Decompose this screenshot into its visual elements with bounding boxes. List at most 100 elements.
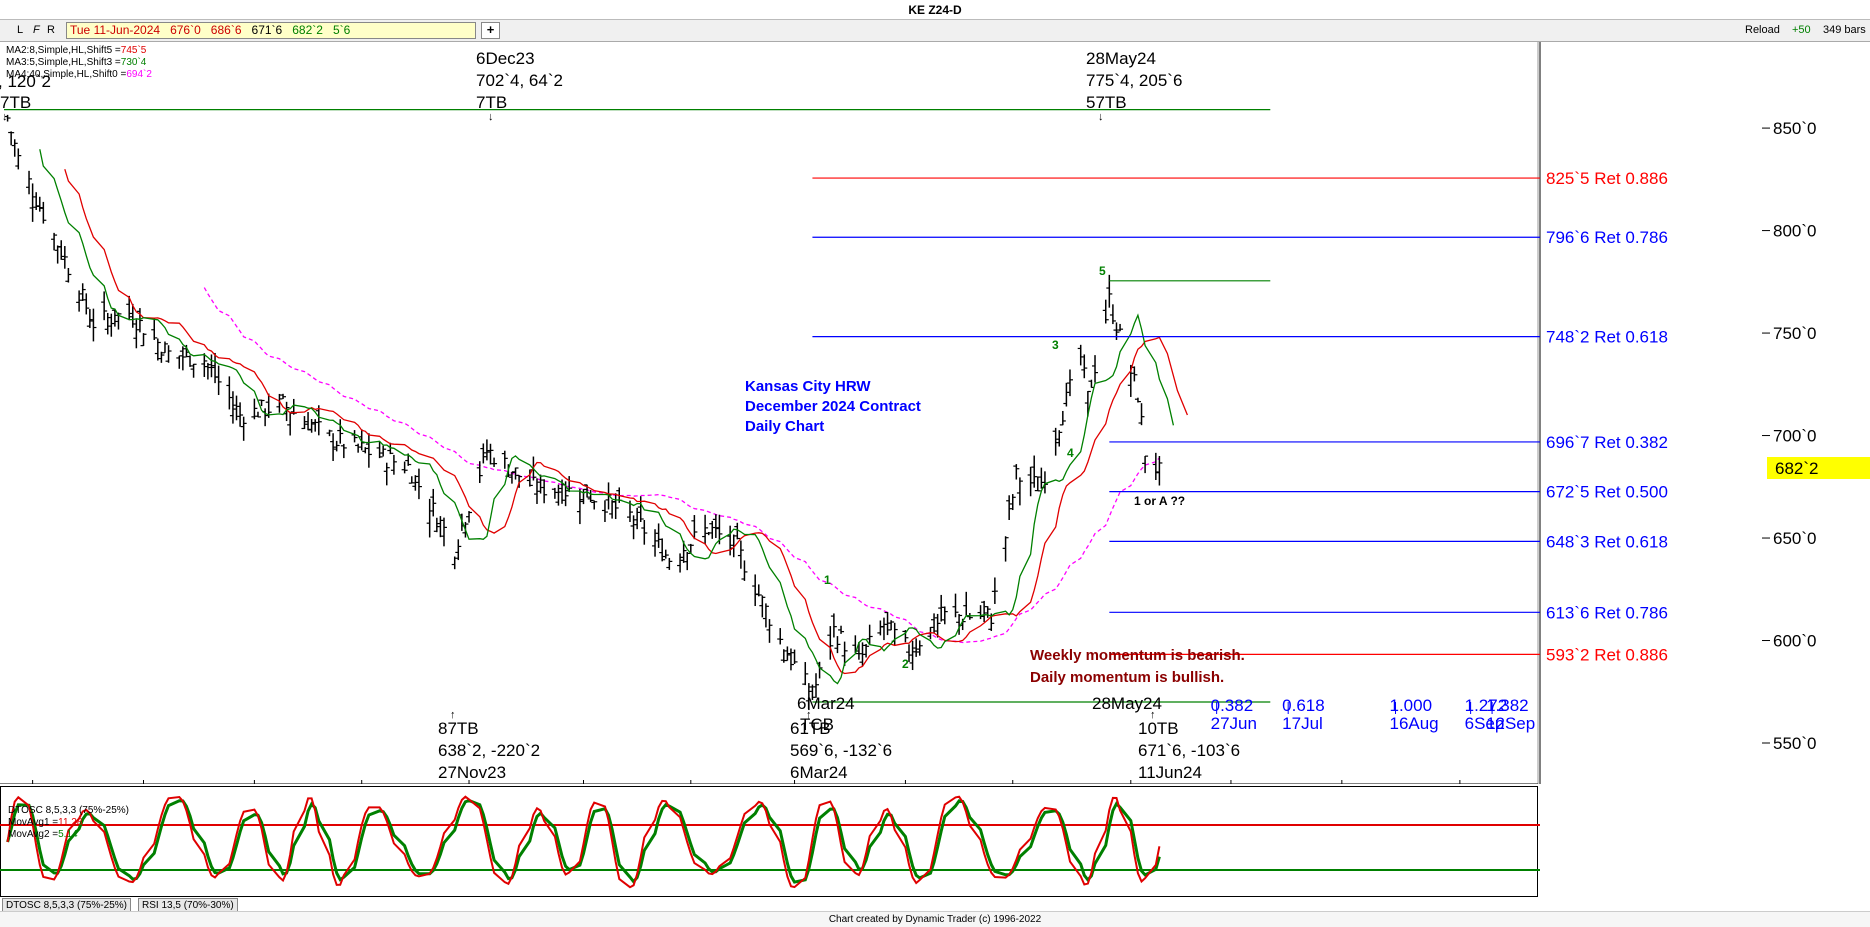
osc-title: DTOSC 8,5,3,3 (75%-25%) (8, 805, 129, 816)
wave-label-1: 1 (824, 573, 831, 587)
ohlc-bar (591, 500, 598, 510)
ohlc-bar (1031, 455, 1038, 488)
ohlc-bar (476, 461, 483, 484)
footer-credit: Chart created by Dynamic Trader (c) 1996… (0, 911, 1870, 927)
toolbar-button-r[interactable]: R (47, 24, 55, 36)
ohlc-bar (762, 603, 769, 628)
ohlc-bar (541, 479, 548, 504)
ohlc-bar (54, 245, 61, 264)
time-projection-ratio: 1.382 (1486, 696, 1529, 715)
ohlc-bar (537, 474, 544, 494)
jun-low-date: 11Jun24 (1138, 763, 1202, 782)
ohlc-bar (126, 295, 133, 321)
ohlc-bar (265, 393, 272, 418)
ohlc-bar (280, 393, 287, 400)
ohlc-bar (380, 445, 387, 457)
ma5-line-path (39, 149, 1175, 685)
ohlc-bar (15, 148, 22, 170)
ohlc-bar (655, 523, 662, 548)
ohlc-bar (834, 636, 841, 654)
movavg1-value: 11.28 (58, 817, 83, 828)
ohlc-bar (76, 290, 83, 312)
ohlc-bar (101, 291, 108, 321)
ma5-line (39, 149, 1175, 685)
ohlc-bar (487, 443, 494, 465)
ohlc-bar (963, 591, 970, 617)
ohlc-bar (852, 635, 859, 653)
wave-label-2: 2 (902, 657, 909, 671)
osc-movavg2 (6, 798, 1161, 884)
ohlc-bar (36, 196, 43, 212)
ohlc-bar (433, 517, 440, 533)
movavg2-value: 5.14 (58, 829, 78, 840)
ohlc-bar (176, 355, 183, 369)
ohlc-bar (601, 500, 608, 522)
y-tick-label: 850`0 (1773, 119, 1816, 138)
dec-high-date: 6Dec23 (476, 49, 535, 68)
ohlc-bar (1013, 464, 1020, 480)
ohlc-bar (1138, 403, 1145, 426)
add-button[interactable]: + (481, 22, 500, 39)
toolbar-button-l[interactable]: L (17, 24, 24, 36)
ohlc-bar (1034, 476, 1041, 492)
ohlc-bar (111, 309, 118, 327)
ohlc-bar (466, 511, 473, 523)
retracement-label: 796`6 Ret 0.786 (1546, 228, 1668, 247)
time-projection-ratio: 1.000 (1389, 696, 1432, 715)
mar-low-arrow: ↑ (806, 709, 812, 721)
ohlc-bar (365, 433, 372, 468)
wave-label-3: 3 (1052, 338, 1059, 352)
ohlc-bar (362, 447, 369, 454)
ohlc-bar (8, 131, 15, 146)
ohlc-bar (240, 416, 247, 441)
ohlc-bar (190, 363, 197, 378)
ohlc-bar (258, 399, 265, 407)
ohlc-bar (605, 482, 612, 510)
ohlc-bar (1092, 355, 1099, 383)
momentum-annotation: Weekly momentum is bearish. Daily moment… (1030, 647, 1245, 686)
ohlc-bar (909, 640, 916, 671)
ohlc-bar (809, 684, 816, 700)
annotation-line-2: December 2024 Contract (745, 398, 921, 415)
ohlc-bar (609, 500, 616, 519)
wave-note: 1 or A ?? (1134, 494, 1185, 508)
ohlc-bar (390, 454, 397, 475)
annotation-line-3: Daily Chart (745, 418, 824, 435)
ohlc-bar (254, 411, 261, 418)
movavg2-label: MovAvg2 = (8, 829, 58, 840)
ohlc-bar (984, 606, 991, 618)
bar-date: Tue 11-Jun-2024 (70, 23, 161, 37)
svg-text:MovAvg2 =5.14: MovAvg2 =5.14 (8, 829, 78, 840)
ohlc-bar (1117, 323, 1124, 332)
ohlc-bar (766, 619, 773, 643)
left-top-values: 66`4, 120`2 (0, 72, 51, 91)
bar-info-box: Tue 11-Jun-2024 676`0 686`6 671`6 682`2 … (66, 22, 476, 39)
reload-button[interactable]: Reload (1745, 24, 1780, 36)
bar-count: 349 bars (1823, 24, 1866, 36)
ohlc-bar (415, 468, 422, 500)
ohlc-bar (838, 625, 845, 634)
dec-high-bars: 7TB (476, 93, 507, 112)
oscillator-panel[interactable]: DTOSC 8,5,3,3 (75%-25%) MovAvg1 =11.28 M… (0, 786, 1540, 898)
nov-low-bars: 87TB (438, 719, 479, 738)
bar-high: 686`6 (210, 23, 242, 37)
price-chart[interactable]: 825`5 Ret 0.886 796`6 Ret 0.786 748`2 Ret … (0, 42, 1870, 784)
toolbar-button-f[interactable]: F (33, 24, 40, 36)
wave-label-5: 5 (1099, 264, 1106, 278)
ohlc-bar (154, 338, 161, 361)
ohlc-bar (938, 594, 945, 622)
ma8-line (64, 169, 1189, 675)
ohlc-bar (104, 312, 111, 335)
bar-change: 5`6 (332, 23, 351, 37)
ohlc-bar (1002, 536, 1009, 562)
ohlc-bar (179, 346, 186, 371)
bar-close: 682`2 (292, 23, 323, 37)
retracement-label-bg (1543, 600, 1685, 625)
ma5-label: MA3:5,Simple,HL,Shift3 = (6, 57, 121, 68)
y-tick-label: 750`0 (1773, 324, 1816, 343)
ohlc-bar (1027, 466, 1034, 497)
ohlc-bar (859, 642, 866, 667)
retracement-label: 613`6 Ret 0.786 (1546, 603, 1668, 622)
last-price-marker: 682`2 (1767, 457, 1870, 479)
mar-low-tcb: TCB (800, 715, 834, 734)
